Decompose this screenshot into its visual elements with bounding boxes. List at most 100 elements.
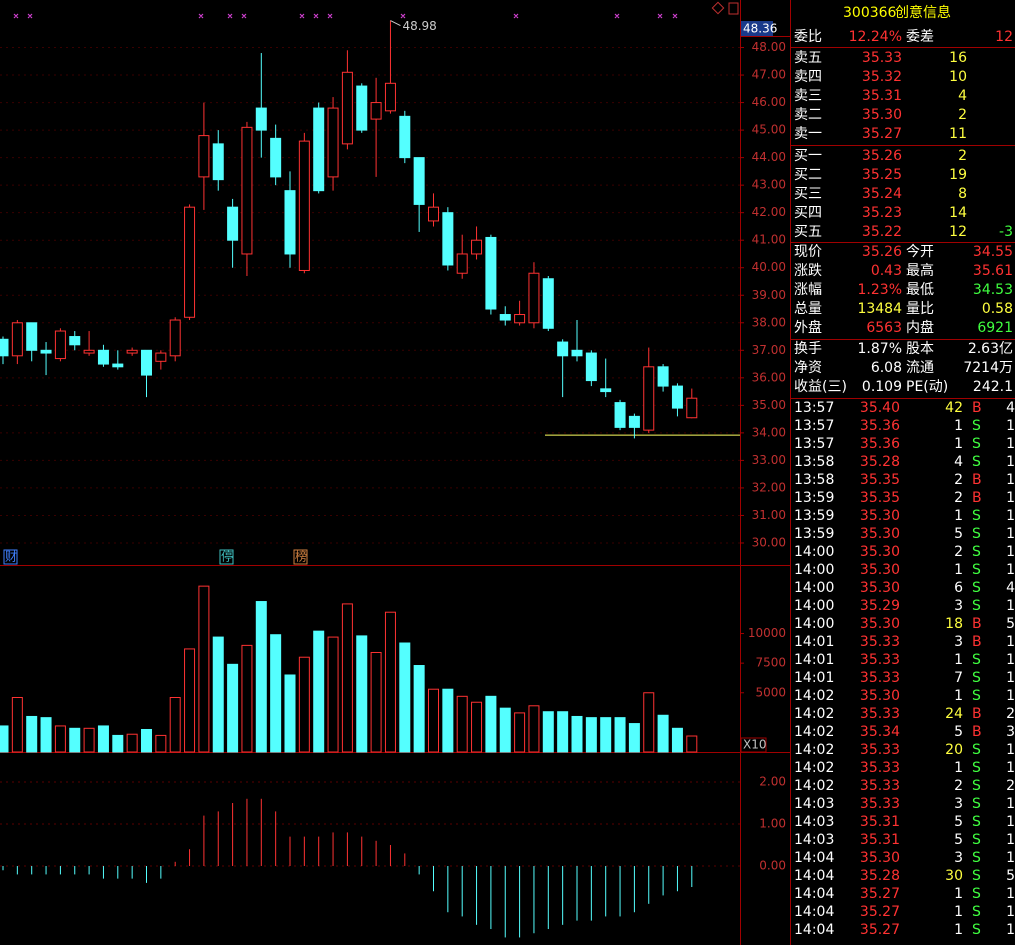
trade-volume: 42: [945, 400, 963, 416]
trade-volume: 1: [954, 904, 963, 920]
trade-price: 35.28: [859, 454, 900, 470]
volume-bar: [341, 603, 353, 753]
tag-box: [293, 549, 308, 565]
macd-tick-label: 0.00: [759, 859, 786, 873]
level-price: 35.31: [861, 88, 902, 104]
trade-count: 1: [1006, 760, 1015, 776]
candle-body: [26, 322, 38, 351]
level-label: 卖一: [794, 126, 822, 142]
candle-body: [241, 126, 253, 255]
trade-side: B: [972, 490, 982, 506]
trade-volume: 1: [954, 760, 963, 776]
y-tick-label: 45.00: [752, 123, 786, 137]
level-label: 买二: [794, 167, 822, 183]
volume-bar: [212, 636, 224, 753]
volume-bar: [514, 712, 526, 753]
volume-bar: [126, 733, 138, 753]
volume-bar: [485, 695, 497, 753]
stat-label: 股本: [906, 341, 934, 357]
stat-value: 34.55: [972, 244, 1013, 260]
candle-body: [399, 115, 411, 159]
volume-bar: [499, 707, 511, 753]
trade-side: S: [972, 922, 981, 938]
trade-count: 4: [1006, 400, 1015, 416]
candle-body: [471, 239, 483, 255]
volume-bar: [643, 692, 655, 753]
stat-label: 内盘: [906, 320, 934, 336]
trade-side: S: [972, 886, 981, 902]
trade-side: S: [972, 850, 981, 866]
volume-bar: [198, 585, 210, 753]
y-tick-label: 47.00: [752, 68, 786, 82]
trade-time: 14:01: [794, 670, 835, 686]
trade-volume: 30: [945, 868, 963, 884]
trade-count: 1: [1006, 886, 1015, 902]
stat-label: 外盘: [794, 320, 822, 336]
trade-price: 35.33: [859, 742, 900, 758]
trade-side: B: [972, 400, 982, 416]
stat-value: 242.1: [972, 379, 1013, 395]
event-markers: [13, 13, 678, 19]
trade-volume: 5: [954, 526, 963, 542]
trade-side: S: [972, 562, 981, 578]
panel-tag: 财: [5, 550, 17, 564]
candle-body: [155, 352, 167, 362]
trade-volume: 1: [954, 436, 963, 452]
trade-count: 1: [1006, 634, 1015, 650]
trade-side: S: [972, 760, 981, 776]
trade-volume: 4: [954, 454, 963, 470]
trade-time: 14:02: [794, 724, 835, 740]
trade-volume: 3: [954, 796, 963, 812]
trade-price: 35.33: [859, 670, 900, 686]
tag-box: [219, 549, 234, 565]
high-pointer: [390, 20, 401, 26]
trade-side: B: [972, 634, 982, 650]
trade-price: 35.29: [859, 598, 900, 614]
trade-time: 14:01: [794, 652, 835, 668]
level-label: 买四: [794, 205, 822, 221]
trade-volume: 18: [945, 616, 963, 632]
stat-value: 2.63亿: [967, 341, 1013, 357]
volume-tick-label: 5000: [755, 685, 786, 699]
trade-time: 14:02: [794, 706, 835, 722]
trade-price: 35.40: [859, 400, 900, 416]
candle-body: [112, 363, 124, 368]
diff: 12: [995, 29, 1013, 45]
volume-tick-label: 7500: [755, 656, 786, 670]
diamond-icon[interactable]: [711, 1, 725, 15]
stat-label: 总量: [794, 301, 822, 317]
candle-body: [169, 319, 181, 357]
level-qty: 16: [949, 50, 967, 66]
volume-bar: [585, 717, 597, 753]
trade-side: S: [972, 508, 981, 524]
trade-side: B: [972, 472, 982, 488]
stat-value: 1.87%: [857, 341, 902, 357]
trade-volume: 1: [954, 886, 963, 902]
volume-bar: [270, 634, 282, 753]
candle-body: [499, 314, 511, 321]
y-tick-label: 46.00: [752, 95, 786, 109]
stat-value: 34.53: [972, 282, 1013, 298]
trade-time: 14:01: [794, 634, 835, 650]
stock-name: 创意信息: [895, 5, 951, 21]
candle-body: [298, 140, 310, 271]
trade-price: 35.27: [859, 904, 900, 920]
panel-tag: 榜: [295, 549, 307, 564]
trade-time: 14:03: [794, 832, 835, 848]
trade-volume: 1: [954, 922, 963, 938]
volume-bar: [428, 688, 439, 753]
level-label: 买三: [794, 186, 822, 202]
trade-price: 35.33: [859, 778, 900, 794]
trade-count: 1: [1006, 490, 1015, 506]
volume-bar: [54, 725, 66, 753]
window-icon[interactable]: [728, 2, 739, 15]
candle-body: [571, 349, 583, 357]
candle-body: [600, 388, 612, 393]
trade-side: B: [972, 724, 982, 740]
trade-price: 35.30: [859, 508, 900, 524]
ratio-label: 委比: [794, 29, 822, 45]
candle-body: [255, 107, 267, 131]
volume-bar: [686, 735, 698, 753]
trade-price: 35.30: [859, 544, 900, 560]
volume-bar: [255, 601, 267, 753]
